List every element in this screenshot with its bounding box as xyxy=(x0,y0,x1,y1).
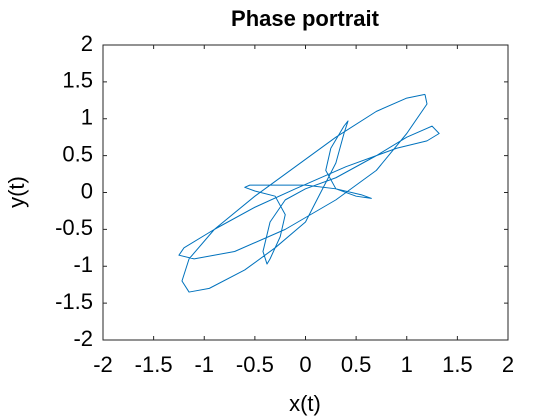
x-tick-label: 1.5 xyxy=(442,352,473,377)
x-tick-label: 0.5 xyxy=(341,352,372,377)
x-tick-label: -1.5 xyxy=(135,352,173,377)
x-tick-label: 0 xyxy=(299,352,311,377)
chart-title: Phase portrait xyxy=(231,6,380,31)
x-tick-label: -1 xyxy=(194,352,214,377)
x-axis-label: x(t) xyxy=(289,391,321,416)
y-tick-label: -1.5 xyxy=(55,289,93,314)
y-tick-label: 2 xyxy=(81,31,93,56)
y-tick-label: 0 xyxy=(81,178,93,203)
y-tick-label: -1 xyxy=(73,252,93,277)
y-tick-label: 1.5 xyxy=(62,68,93,93)
axes-box xyxy=(102,44,509,341)
y-tick-label: -2 xyxy=(73,326,93,351)
x-tick-label: -2 xyxy=(93,352,113,377)
y-tick-label: 1 xyxy=(81,105,93,130)
x-tick-label: -0.5 xyxy=(236,352,274,377)
y-tick-label: 0.5 xyxy=(62,141,93,166)
x-tick-label: 1 xyxy=(401,352,413,377)
y-axis-label: y(t) xyxy=(4,176,29,208)
curve xyxy=(178,93,440,293)
y-tick-label: -0.5 xyxy=(55,215,93,240)
x-tick-label: 2 xyxy=(502,352,514,377)
